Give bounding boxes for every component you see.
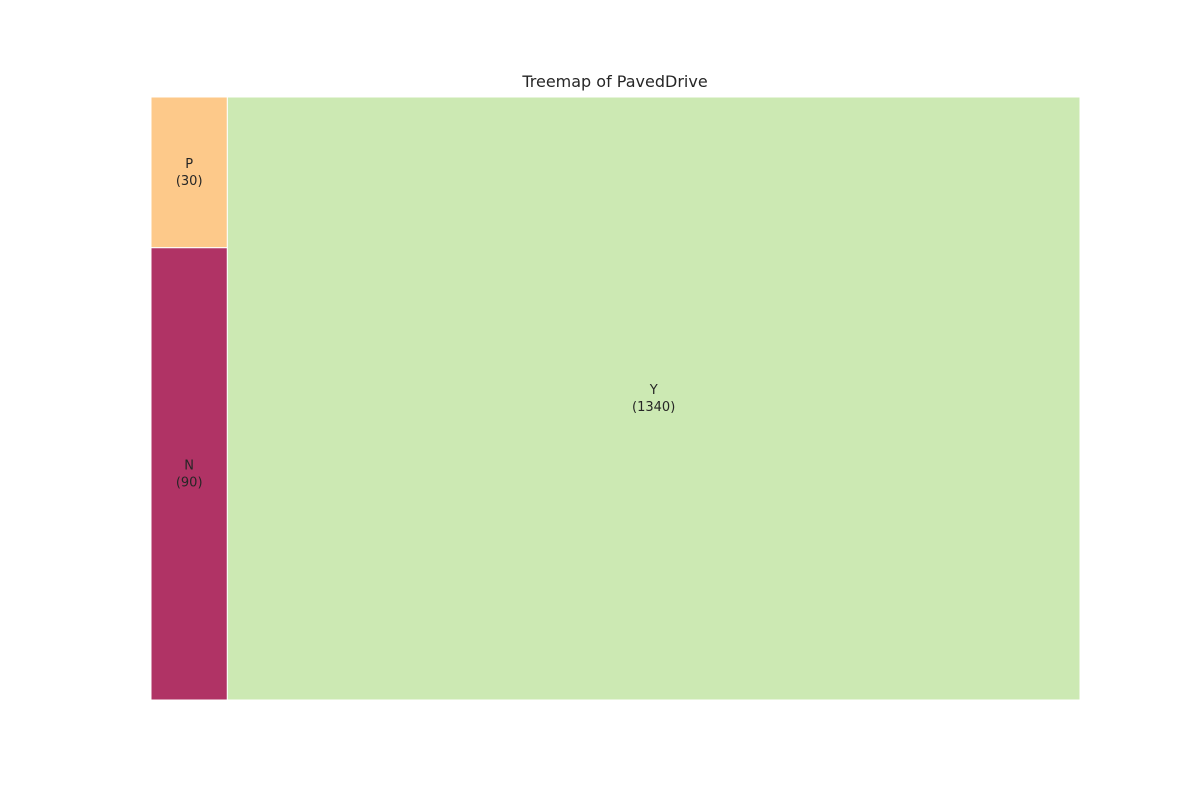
treemap-labels: P (30) N (90) Y (1340) [176,157,675,491]
treemap-tile-n [150,247,228,701]
treemap-tile-p [150,96,228,249]
chart-title: Treemap of PavedDrive [522,72,708,91]
treemap-tiles [150,96,1081,701]
treemap-label-p: P (30) [176,157,203,189]
treemap-tile-y [226,96,1081,701]
treemap-label-n: N (90) [176,458,203,490]
treemap-label-y: Y (1340) [632,383,675,415]
